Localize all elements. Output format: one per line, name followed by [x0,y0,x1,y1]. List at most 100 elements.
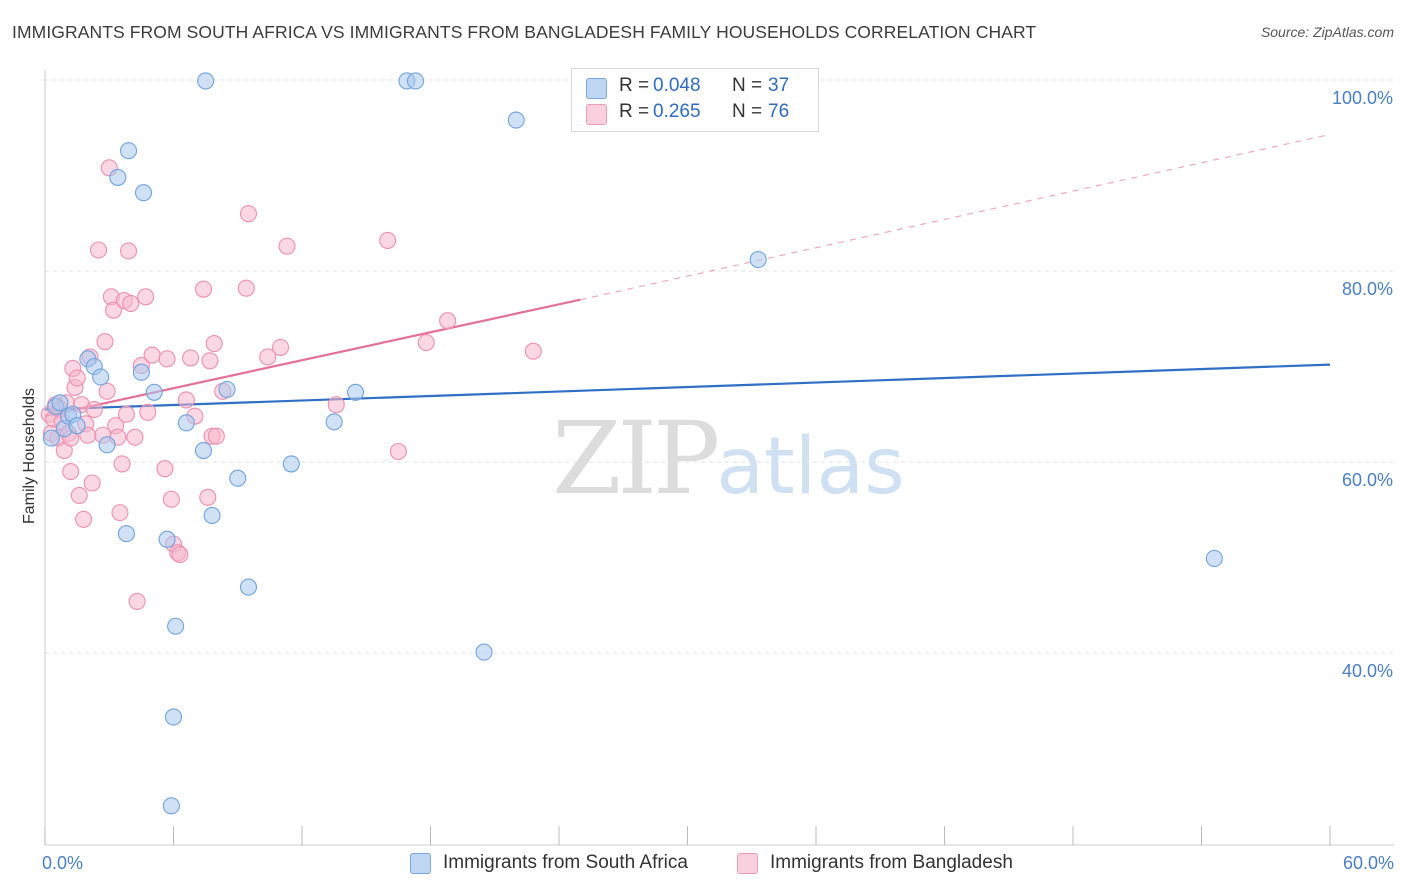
point-bangladesh [205,335,223,353]
y-axis-label: Family Households [21,388,38,524]
point-bangladesh [104,301,123,319]
point-bangladesh [128,592,146,610]
legend-swatch-bangladesh [586,104,607,125]
point-bangladesh [68,369,86,387]
point-bangladesh [96,333,114,351]
point-south-africa [507,111,525,129]
point-bangladesh [117,405,135,423]
bottom-legend-swatch-south-africa [410,853,431,874]
point-south-africa [68,417,86,435]
point-bangladesh [237,279,255,297]
point-south-africa [218,380,236,398]
point-south-africa [109,168,127,186]
axes [44,70,1394,846]
point-bangladesh [111,504,129,522]
legend-swatch-south-africa [586,78,607,99]
legend-r-value: 0.048 [653,75,701,96]
point-south-africa [51,394,69,412]
point-bangladesh [62,462,80,481]
point-bangladesh [75,510,93,528]
point-south-africa [98,436,116,454]
trendlines [44,133,1331,418]
legend-n-label: N = [732,75,763,96]
bottom-legend-swatch-bangladesh [737,853,758,874]
legend-r-value: 0.265 [653,101,701,122]
point-bangladesh [278,237,296,255]
point-south-africa [346,383,365,401]
y-tick-label: 100.0% [1332,88,1393,108]
point-south-africa [42,429,60,447]
point-bangladesh [89,241,108,259]
point-bangladesh [439,312,457,330]
bottom-legend-label-bangladesh: Immigrants from Bangladesh [770,852,1013,873]
point-south-africa [475,643,493,661]
data-points [40,72,1223,815]
point-bangladesh [327,396,345,414]
trendline-south-africa [44,363,1331,411]
legend-n-label: N = [732,101,763,122]
point-south-africa [239,578,258,596]
point-bangladesh [70,486,88,504]
point-bangladesh [182,349,200,367]
point-south-africa [92,368,110,386]
legend-n-value: 76 [768,101,790,122]
point-south-africa [749,250,767,269]
point-south-africa [132,363,150,381]
point-bangladesh [113,455,131,473]
watermark-zip: ZIP [552,400,720,517]
point-bangladesh [126,428,144,446]
point-south-africa [194,441,213,460]
point-bangladesh [199,488,217,506]
legend: R = 0.048 N = 37 R = 0.265 N = 76 [571,68,819,132]
y-tick-label: 60.0% [1342,470,1393,490]
point-bangladesh [122,294,140,313]
point-south-africa [164,708,183,726]
y-tick-label: 80.0% [1342,279,1393,299]
point-bangladesh [239,205,258,223]
watermark: ZIPatlas [552,400,905,517]
point-bangladesh [379,231,397,249]
point-bangladesh [85,400,103,419]
y-tick-label: 40.0% [1342,661,1393,681]
point-bangladesh [171,546,189,564]
bottom-legend-label-south-africa: Immigrants from South Africa [443,852,688,873]
source-label: Source: ZipAtlas.com [1260,24,1394,40]
point-south-africa [282,455,300,473]
point-bangladesh [119,242,138,260]
point-bangladesh [83,474,101,492]
point-bangladesh [98,382,116,400]
tick-labels: 40.0% 60.0% 80.0% 100.0% 0.0% 60.0% [42,88,1394,873]
point-south-africa [117,525,135,543]
chart-title: IMMIGRANTS FROM SOUTH AFRICA VS IMMIGRAN… [12,22,1037,42]
point-south-africa [406,72,425,90]
point-bangladesh [524,342,542,360]
x-tick-label: 0.0% [42,853,83,873]
point-bangladesh [162,490,180,508]
point-south-africa [145,383,163,401]
point-bangladesh [137,288,155,306]
x-tick-label: 60.0% [1343,853,1394,873]
point-bangladesh [158,350,176,368]
point-bangladesh [177,391,195,409]
point-bangladesh [207,427,225,445]
point-south-africa [203,506,221,525]
point-bangladesh [143,346,161,364]
point-bangladesh [156,460,174,478]
point-south-africa [167,617,185,635]
legend-r-label: R = [619,75,650,96]
trendline-extension-bangladesh [580,133,1331,301]
point-bangladesh [389,442,407,461]
point-south-africa [1205,549,1223,568]
watermark-atlas: atlas [716,422,905,512]
point-south-africa [134,184,153,202]
point-south-africa [177,414,195,432]
point-south-africa [119,142,138,160]
point-south-africa [325,413,343,431]
gridlines [45,79,1394,654]
point-south-africa [197,72,215,90]
point-bangladesh [194,280,213,298]
point-bangladesh [272,338,290,356]
point-bangladesh [201,352,219,370]
point-south-africa [229,469,247,487]
point-south-africa [158,530,176,548]
